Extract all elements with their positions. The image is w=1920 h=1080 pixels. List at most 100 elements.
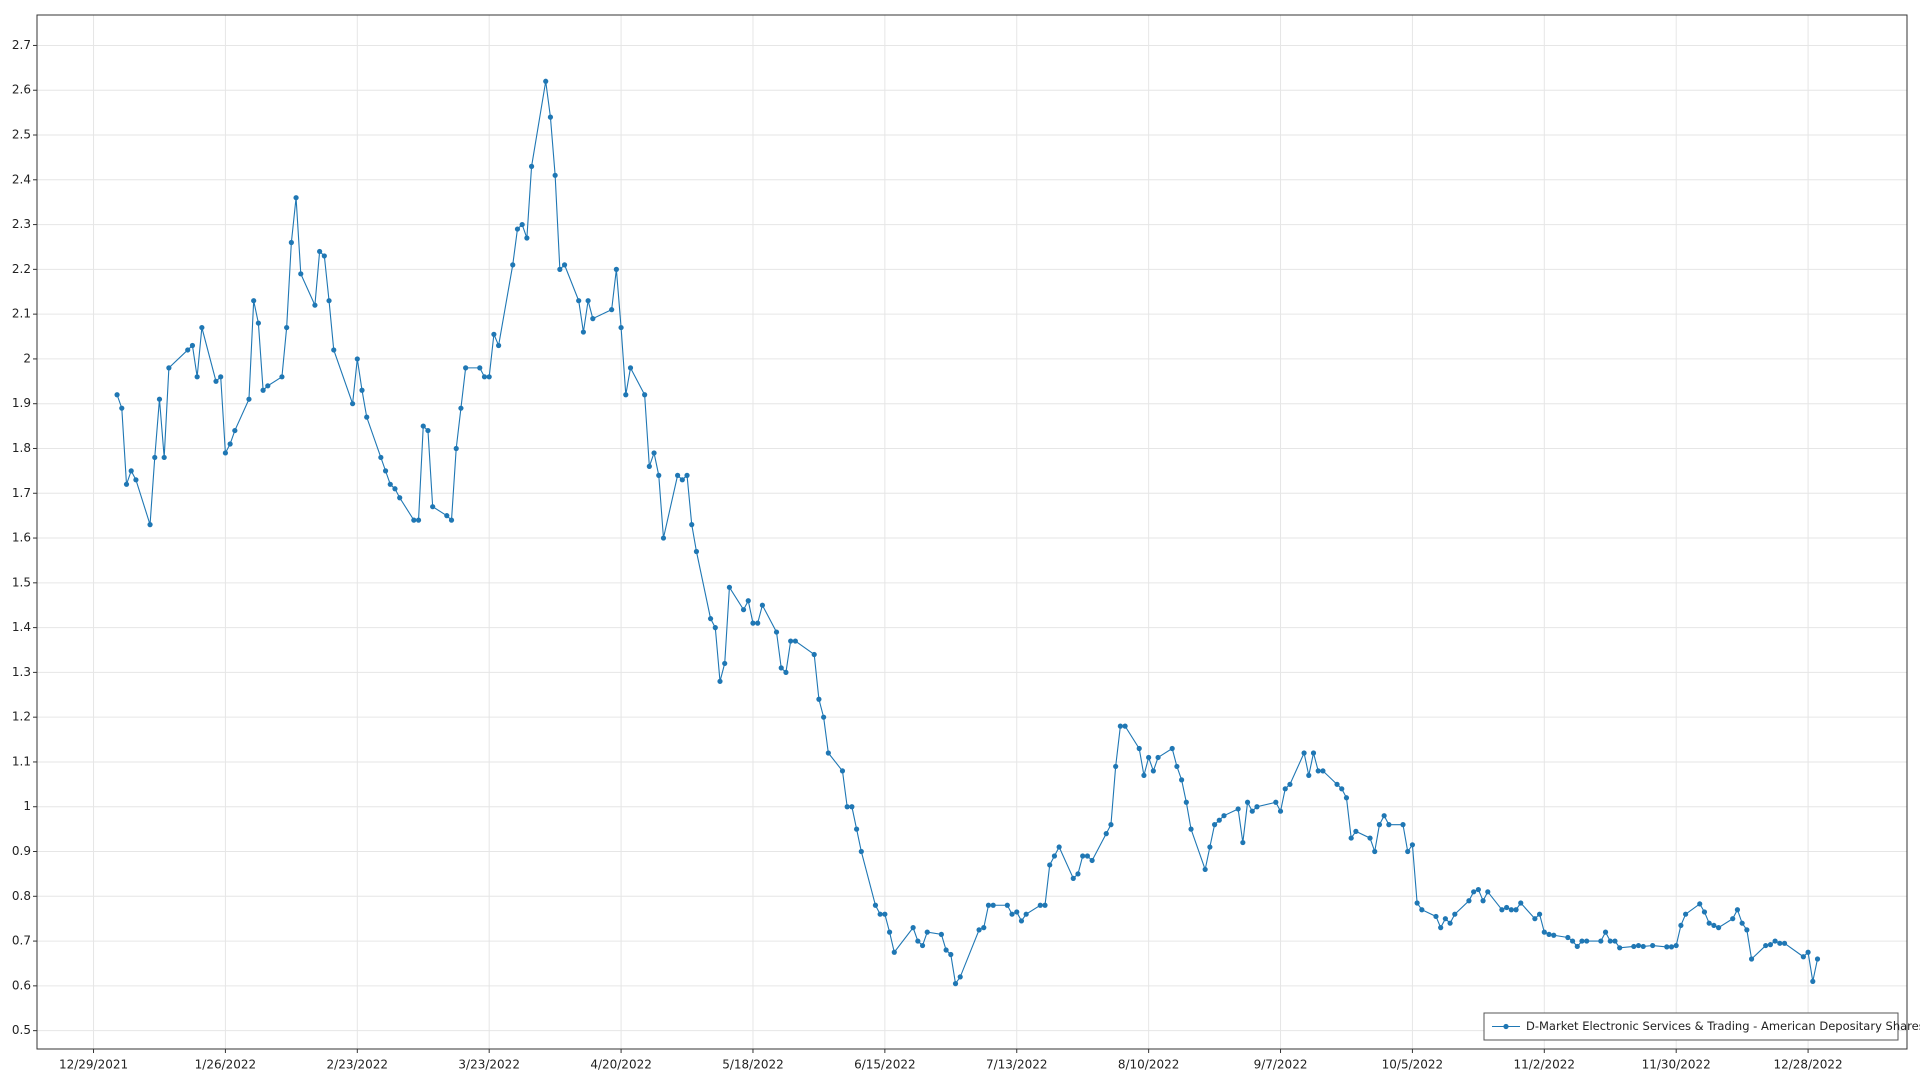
data-point (759, 602, 765, 608)
data-point (1475, 886, 1481, 893)
data-point (1301, 750, 1307, 756)
data-point (1748, 956, 1755, 962)
data-point (152, 454, 158, 461)
y-tick-label: 1.2 (12, 710, 31, 724)
data-point (1466, 898, 1472, 904)
data-point (726, 584, 733, 590)
data-point (1103, 831, 1109, 837)
data-point (877, 911, 883, 917)
data-point (543, 78, 549, 84)
data-point (1781, 940, 1788, 946)
data-point (1414, 900, 1420, 906)
data-point (924, 929, 930, 935)
data-point (1339, 786, 1345, 792)
data-point (1386, 822, 1392, 828)
data-point (557, 266, 563, 272)
data-point (218, 374, 224, 380)
data-point (1343, 795, 1350, 801)
data-point (312, 302, 318, 308)
data-point (618, 324, 624, 331)
data-point (1009, 911, 1015, 917)
y-tick-label: 1.7 (12, 486, 31, 500)
data-point (1419, 907, 1425, 913)
data-point (1480, 898, 1486, 904)
data-point (1070, 875, 1076, 881)
data-point (1565, 934, 1571, 941)
data-point (1678, 922, 1684, 929)
data-point (1282, 786, 1288, 792)
data-point (1188, 826, 1194, 832)
data-point (684, 472, 690, 478)
data-point (910, 925, 916, 931)
data-point (1584, 938, 1590, 944)
data-point (1730, 916, 1736, 922)
data-point (199, 324, 205, 331)
data-point (227, 441, 233, 447)
data-point (825, 750, 831, 756)
data-point (882, 911, 888, 917)
data-point (707, 616, 714, 622)
y-tick-label: 0.6 (12, 978, 31, 992)
data-point (1532, 916, 1538, 922)
data-point (133, 477, 139, 483)
data-point (1400, 822, 1406, 828)
data-point (839, 768, 846, 774)
x-tick-label: 11/30/2022 (1642, 1058, 1711, 1072)
data-point (448, 517, 455, 523)
data-point (1631, 943, 1637, 950)
data-point (496, 342, 502, 349)
data-point (1546, 931, 1552, 937)
data-point (609, 307, 615, 313)
data-point (1772, 938, 1778, 944)
data-point (524, 235, 530, 241)
data-point (1433, 913, 1439, 920)
data-point (415, 517, 422, 523)
data-point (1442, 916, 1448, 922)
data-point (580, 329, 586, 335)
data-point (849, 804, 855, 810)
data-point (1122, 723, 1128, 729)
data-point (755, 620, 761, 626)
data-point (844, 804, 850, 810)
x-tick-label: 10/5/2022 (1382, 1058, 1444, 1072)
data-point (1668, 944, 1675, 950)
data-point (1018, 918, 1025, 924)
y-tick-label: 1.9 (12, 396, 31, 410)
data-point (463, 365, 469, 371)
data-point (1155, 754, 1161, 761)
data-point (458, 405, 464, 411)
data-point (349, 401, 356, 407)
data-point (1701, 909, 1708, 915)
data-point (1254, 804, 1260, 810)
data-point (1650, 942, 1656, 949)
data-point (1310, 750, 1317, 756)
data-point (1202, 866, 1208, 873)
data-point (1683, 911, 1689, 917)
legend: D-Market Electronic Services & Trading -… (1483, 1012, 1920, 1041)
data-point (317, 248, 323, 255)
y-tick-label: 1.8 (12, 441, 31, 455)
data-point (1277, 808, 1284, 814)
data-point (651, 450, 657, 456)
data-point (293, 195, 299, 201)
x-tick-label: 12/28/2022 (1773, 1058, 1842, 1072)
data-point (627, 365, 634, 371)
data-point (147, 522, 153, 528)
y-tick-label: 1.4 (12, 620, 31, 634)
data-point (1800, 954, 1806, 960)
data-point (1183, 799, 1189, 805)
data-point (420, 423, 426, 429)
data-point (1551, 932, 1557, 938)
legend-marker (1503, 1023, 1509, 1030)
data-point (590, 316, 596, 322)
data-point (1372, 848, 1378, 855)
data-point (938, 931, 944, 937)
data-point (1734, 907, 1741, 913)
data-point (1607, 938, 1613, 944)
data-point (528, 163, 535, 169)
y-tick-label: 2.4 (12, 172, 31, 186)
data-point (778, 665, 784, 671)
data-point (717, 678, 723, 684)
data-point (1739, 920, 1745, 926)
data-point (1108, 822, 1114, 828)
